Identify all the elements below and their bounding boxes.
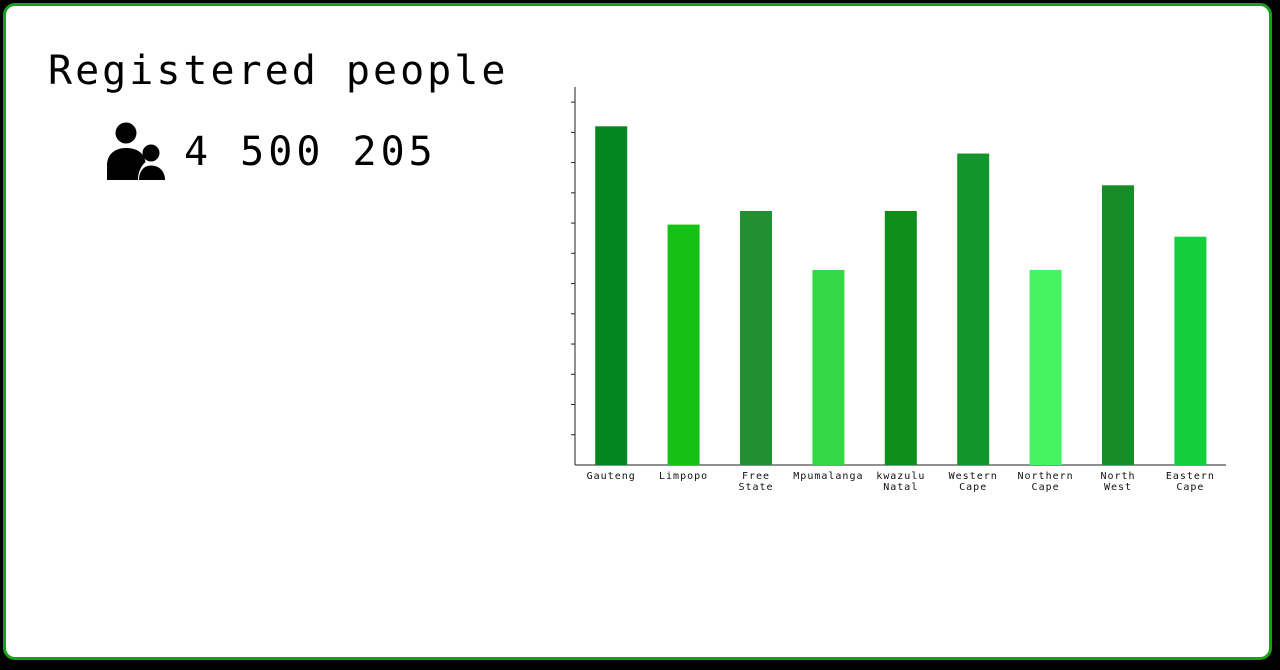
bars xyxy=(595,126,1207,465)
category-label: Gauteng xyxy=(587,471,636,482)
category-labels: Gauteng Limpopo Free State Mpumalanga kwazulu… xyxy=(587,471,1215,493)
category-label: Limpopo xyxy=(659,471,708,482)
category-label: Northern Cape xyxy=(1018,471,1074,493)
category-label: Free State xyxy=(738,471,773,493)
category-label: Mpumalanga xyxy=(793,471,863,482)
registered-count: 4 500 205 xyxy=(184,129,437,175)
bar-kwazulu-natal xyxy=(884,210,917,465)
category-label: Western Cape xyxy=(949,471,998,493)
users-icon xyxy=(106,122,168,182)
bar-eastern-cape xyxy=(1174,236,1207,465)
bar-gauteng xyxy=(595,126,628,465)
category-label: North West xyxy=(1100,471,1135,493)
category-label: Eastern Cape xyxy=(1166,471,1215,493)
bar-northern-cape xyxy=(1029,269,1062,465)
bar-limpopo xyxy=(667,224,700,465)
bar-mpumalanga xyxy=(812,269,845,465)
registered-total: 4 500 205 xyxy=(106,122,437,182)
bar-free-state xyxy=(740,210,772,465)
category-label: kwazulu Natal xyxy=(876,471,925,493)
bar-north-west xyxy=(1102,185,1134,465)
card-title: Registered people xyxy=(48,48,509,94)
bar-western-cape xyxy=(957,153,990,465)
